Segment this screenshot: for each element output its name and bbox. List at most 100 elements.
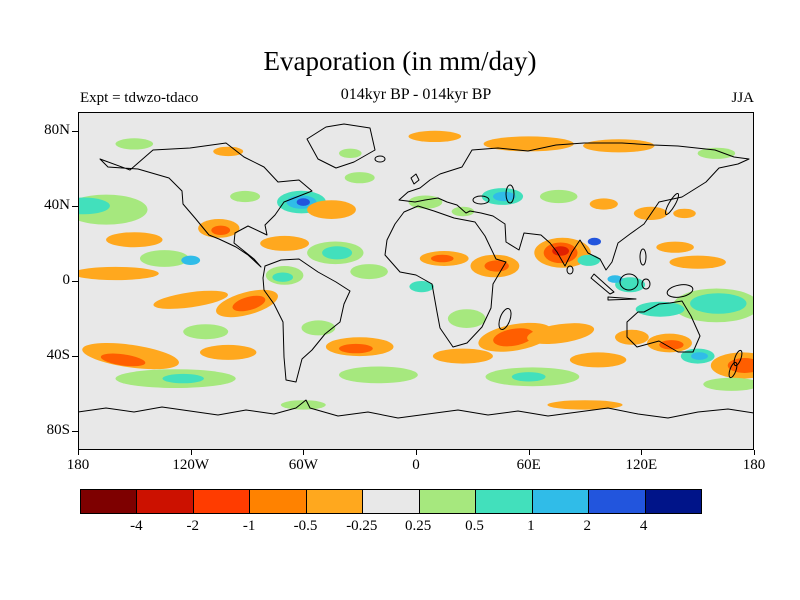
anomaly-region <box>583 139 655 153</box>
anomaly-region <box>493 191 516 202</box>
anomaly-region <box>307 200 356 219</box>
coast-antarctica <box>77 399 755 419</box>
anomaly-region <box>280 400 326 410</box>
coast-java <box>607 296 637 301</box>
anomaly-region <box>656 241 694 253</box>
anomaly-region <box>200 344 257 360</box>
y-tick-mark <box>72 431 78 433</box>
x-tick-mark <box>754 450 755 455</box>
y-tick-mark <box>72 356 78 358</box>
coast-south-america <box>262 258 351 383</box>
anomaly-region <box>431 254 454 263</box>
anomaly-region <box>607 275 623 283</box>
x-tick-mark <box>528 450 530 455</box>
y-tick-mark <box>72 205 78 207</box>
anomaly-region <box>211 225 231 235</box>
anomaly-region <box>339 148 362 158</box>
anomaly-region <box>703 377 760 391</box>
anomaly-region <box>690 293 747 314</box>
caspian-sea <box>505 184 515 204</box>
anomaly-region <box>569 352 627 368</box>
coast-sri-lanka <box>566 265 574 275</box>
coast-iceland <box>374 155 386 163</box>
y-tick-label: 0 <box>62 272 71 288</box>
y-tick-label: 80N <box>44 121 70 138</box>
coast-madagascar <box>498 308 512 330</box>
anomaly-region <box>589 198 618 210</box>
colorbar-segment <box>305 490 363 513</box>
coast-britain <box>410 173 420 185</box>
colorbar-segment <box>249 490 306 513</box>
anomaly-region <box>350 264 388 280</box>
anomaly-region <box>483 136 574 152</box>
anomaly-region <box>301 320 336 336</box>
coast-sumatra <box>590 273 615 295</box>
y-tick-label: 80S <box>46 422 70 439</box>
x-tick-label: 120E <box>625 457 658 473</box>
coast-sulawesi <box>641 278 651 290</box>
anomaly-region <box>322 246 353 260</box>
coastlines <box>77 123 755 419</box>
anomaly-region <box>181 255 201 265</box>
coast-africa <box>384 205 507 348</box>
colorbar-tick-label: -0.5 <box>293 518 318 534</box>
y-tick-label: 40S <box>46 347 70 364</box>
x-tick-label: 60W <box>288 457 318 473</box>
anomaly-region <box>451 206 475 217</box>
colorbar-tick-label: 0.5 <box>465 518 484 534</box>
colorbar-tick-label: -0.25 <box>346 518 378 534</box>
anomaly-region <box>162 373 204 384</box>
anomaly-region <box>296 198 310 206</box>
world-map <box>57 112 775 450</box>
colorbar <box>80 489 702 514</box>
anomaly-region <box>432 348 493 364</box>
map-plot <box>57 112 775 450</box>
anomaly-region <box>484 260 509 272</box>
anomaly-region <box>527 323 595 345</box>
anomaly-region <box>615 329 649 345</box>
anomaly-region <box>635 301 685 317</box>
anomaly-region <box>106 232 163 248</box>
colorbar-segment <box>588 490 645 513</box>
anomaly-region <box>587 237 601 246</box>
coast-new-guinea <box>666 284 694 298</box>
colorbar-tick-label: -2 <box>186 518 199 534</box>
anomaly-region <box>447 309 486 328</box>
coast-new-zealand-south <box>728 361 738 379</box>
anomaly-region <box>153 290 228 309</box>
anomaly-region <box>260 235 309 251</box>
x-tick-mark <box>416 450 417 455</box>
y-tick-label: 40N <box>44 196 70 213</box>
coast-borneo <box>619 273 639 291</box>
experiment-label: Expt = tdwzo-tdaco <box>80 90 199 106</box>
colorbar-tick-label: 0.25 <box>405 518 432 534</box>
anomaly-region <box>339 366 418 384</box>
colorbar-segment <box>136 490 193 513</box>
colorbar-segment <box>192 490 250 513</box>
subtitle-label: 014kyr BP - 014kyr BP <box>340 86 492 103</box>
coast-eurasia <box>398 142 750 271</box>
coast-australia <box>626 300 701 353</box>
colorbar-tick-label: 1 <box>527 518 535 534</box>
page-title: Evaporation (in mm/day) <box>263 46 537 76</box>
coast-philippines <box>639 248 647 266</box>
anomaly-region <box>691 352 708 360</box>
anomaly-region <box>140 250 189 267</box>
map-frame <box>78 112 754 450</box>
colorbar-tick-label: -1 <box>242 518 256 534</box>
y-tick-mark <box>72 130 78 132</box>
anomaly-region <box>547 400 623 410</box>
anomaly-region <box>115 138 154 150</box>
anomaly-region <box>232 295 266 312</box>
anomaly-region <box>539 189 578 204</box>
anomaly-region <box>183 324 229 340</box>
black-sea <box>472 195 490 205</box>
coast-north-america <box>99 142 313 268</box>
x-tick-label: 60E <box>516 457 541 473</box>
anomaly-region <box>213 146 244 157</box>
colorbar-segment <box>531 490 589 513</box>
anomaly-region <box>669 255 726 269</box>
anomaly-region <box>552 246 569 256</box>
x-tick-mark <box>641 450 643 455</box>
colorbar-segment <box>644 490 701 513</box>
